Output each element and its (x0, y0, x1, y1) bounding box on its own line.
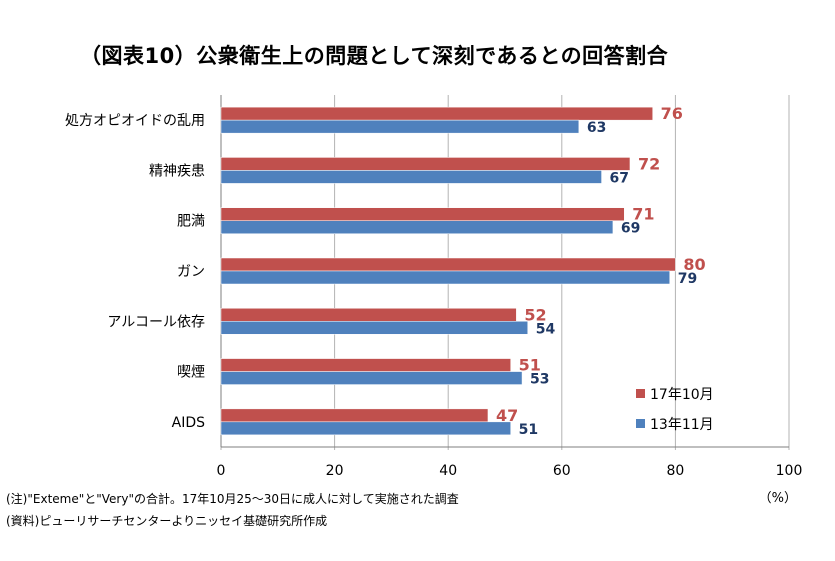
data-label: 79 (678, 271, 697, 287)
bar (220, 371, 523, 385)
x-tick-label: 60 (553, 463, 571, 479)
bar (220, 157, 631, 171)
data-label: 51 (519, 422, 538, 438)
bars (220, 106, 676, 436)
source-text: (資料)ピューリサーチセンターよりニッセイ基礎研究所作成 (6, 514, 328, 528)
data-label: 67 (610, 170, 629, 186)
bar (220, 119, 580, 134)
legend-label: 17年10月 (650, 387, 714, 403)
x-tick-label: 40 (439, 463, 457, 479)
data-label: 80 (683, 255, 705, 274)
x-tick-label: 100 (776, 463, 803, 479)
bar (220, 308, 517, 322)
category-label: 処方オピオイドの乱用 (65, 113, 205, 129)
data-label: 47 (496, 406, 518, 425)
category-label: 肥満 (177, 214, 205, 230)
bar (220, 220, 614, 234)
bar (220, 207, 625, 221)
category-label: AIDS (172, 415, 205, 431)
x-tick-label: 80 (666, 463, 684, 479)
legend-swatch (636, 389, 645, 398)
axis-unit-label: （%） (758, 491, 797, 506)
category-label: 喫煙 (177, 365, 205, 381)
bar (220, 106, 653, 121)
bar (220, 421, 511, 436)
data-label: 71 (632, 205, 654, 224)
chart-title: （図表10）公衆衛生上の問題として深刻であるとの回答割合 (80, 44, 669, 68)
category-label: 精神疾患 (149, 163, 205, 179)
note-text: (注)"Exteme"と"Very"の合計。17年10月25～30日に成人に対し… (6, 492, 459, 506)
bar (220, 257, 676, 272)
x-axis-ticks: 0 20 40 60 80 100 (217, 463, 803, 479)
x-tick-label: 0 (217, 463, 226, 479)
bar (220, 408, 489, 423)
bar (220, 321, 528, 335)
category-label: アルコール依存 (107, 314, 205, 330)
data-label: 69 (621, 221, 640, 237)
legend: 17年10月 13年11月 (636, 387, 714, 433)
bar (220, 358, 511, 372)
legend-label: 13年11月 (650, 417, 714, 433)
data-label: 53 (530, 372, 549, 388)
bar (220, 270, 670, 285)
data-label: 72 (638, 154, 660, 173)
data-label: 54 (536, 321, 556, 337)
bar (220, 170, 602, 184)
category-label: ガン (177, 264, 205, 280)
x-tick-label: 20 (326, 463, 344, 479)
data-label: 76 (661, 104, 683, 123)
data-label: 52 (524, 305, 546, 324)
legend-swatch (636, 419, 645, 428)
data-label: 63 (587, 120, 606, 136)
data-label: 51 (519, 356, 541, 375)
